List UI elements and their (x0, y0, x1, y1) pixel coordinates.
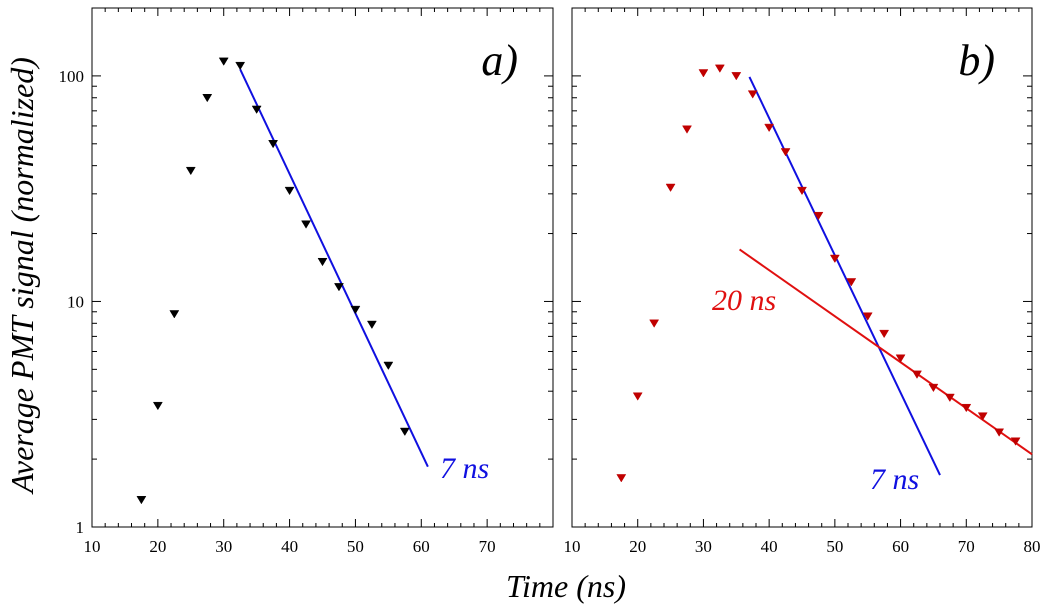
data-point-a (366, 320, 377, 330)
x-tick-label-a: 70 (479, 537, 496, 556)
panel-b: 10 20 30 40 50 60 70 80 7 ns 20 ns b) (564, 7, 1041, 556)
data-point-b (747, 90, 758, 99)
data-point-b (797, 186, 807, 196)
x-tick-label-b: 40 (761, 537, 778, 556)
data-point-a (235, 61, 246, 71)
plot-frame-b (571, 7, 1033, 528)
data-point-b (961, 403, 972, 413)
x-tick-label-b: 30 (695, 537, 712, 556)
x-tick-label-a: 20 (149, 537, 166, 556)
data-point-b (994, 428, 1005, 437)
data-point-b (829, 254, 840, 264)
data-point-a (218, 57, 229, 66)
data-point-b (632, 392, 643, 401)
data-point-a (152, 401, 163, 411)
x-tick-label-a: 10 (84, 537, 101, 556)
data-point-a (136, 496, 147, 505)
data-point-a (251, 105, 262, 114)
data-point-b (862, 312, 873, 321)
data-point-a (350, 305, 361, 315)
y-tick-label-a: 100 (59, 67, 85, 86)
data-point-a (383, 361, 394, 370)
panel-label-a: a) (481, 36, 518, 85)
x-tick-label-b: 20 (629, 537, 646, 556)
fit-label-7ns-a: 7 ns (440, 452, 489, 485)
fit-line-20ns-b (738, 248, 1033, 456)
data-point-b (928, 383, 939, 393)
x-tick-label-b: 70 (958, 537, 975, 556)
plot-frame-a (91, 7, 554, 528)
data-point-b (714, 64, 725, 73)
data-point-a (202, 94, 213, 103)
y-tick-label-a: 1 (76, 518, 85, 537)
data-point-b (977, 412, 988, 421)
data-point-b (649, 319, 660, 328)
data-point-a (399, 427, 410, 437)
x-tick-label-a: 40 (281, 537, 298, 556)
data-point-a (334, 283, 344, 292)
data-point-b (665, 183, 676, 192)
x-axis-title: Time (ns) (506, 568, 626, 604)
fit-line-7ns-a (239, 68, 429, 468)
x-tick-label-b: 10 (564, 537, 581, 556)
y-tick-label-a: 10 (67, 292, 84, 311)
fit-line-7ns-b (748, 76, 941, 476)
x-tick-label-a: 30 (215, 537, 232, 556)
y-axis-title: Average PMT signal (normalized) (4, 57, 40, 495)
data-point-a (268, 140, 279, 149)
fit-label-7ns-b: 7 ns (870, 463, 919, 496)
data-point-a (185, 166, 196, 176)
x-tick-label-a: 50 (347, 537, 364, 556)
data-point-b (944, 393, 955, 403)
data-point-b (780, 148, 791, 157)
data-point-b (682, 125, 692, 134)
data-point-b (879, 329, 890, 339)
data-point-b (764, 123, 775, 133)
data-point-b (813, 211, 824, 221)
x-tick-label-b: 50 (826, 537, 843, 556)
x-tick-label-a: 60 (413, 537, 430, 556)
x-tick-label-b: 60 (892, 537, 909, 556)
data-point-b (698, 69, 709, 78)
data-point-b (846, 278, 857, 287)
data-point-b (895, 354, 906, 363)
data-point-a (169, 310, 180, 319)
data-point-a (317, 257, 328, 267)
x-tick-label-b: 80 (1024, 537, 1041, 556)
fit-label-20ns-b: 20 ns (712, 284, 776, 317)
data-point-b (1010, 437, 1021, 446)
data-point-a (301, 220, 311, 229)
panel-label-b: b) (958, 36, 995, 85)
data-point-b (912, 370, 922, 379)
data-point-a (284, 186, 295, 196)
data-point-b (731, 72, 742, 81)
data-point-b (616, 474, 627, 483)
